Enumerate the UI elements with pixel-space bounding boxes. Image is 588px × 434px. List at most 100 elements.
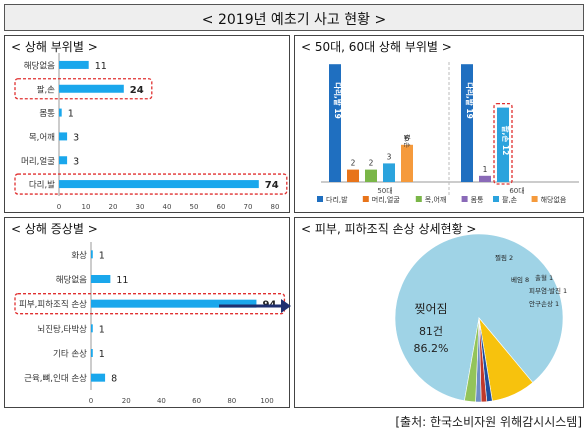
category-label: 머리,얼굴 [21, 156, 55, 167]
x-tick-label: 50 [190, 203, 199, 211]
data-label: 1 [99, 324, 105, 335]
data-label: 팔,손 12 [501, 126, 511, 156]
legend-label: 머리,얼굴 [372, 195, 401, 204]
data-label: 3 [387, 152, 392, 161]
bar [59, 108, 62, 117]
bar [91, 299, 257, 308]
legend-label: 목,어깨 [425, 195, 447, 204]
highlight-box [493, 102, 513, 185]
bar [479, 175, 491, 182]
bar [59, 180, 259, 189]
bar [59, 156, 68, 165]
data-label: 3 [73, 156, 79, 167]
pie-label: 베임 8 [511, 275, 529, 284]
x-tick-label: 60 [217, 203, 226, 211]
pie-value: 81건 [419, 325, 443, 338]
category-label: 근육,뼈,인대 손상 [24, 373, 87, 384]
category-label: 다리,발 [29, 180, 55, 191]
legend-label: 해당없음 [541, 195, 567, 204]
data-label: 24 [130, 85, 144, 96]
data-label: 11 [95, 61, 107, 72]
bar [91, 275, 111, 283]
chart-title: < 피부, 피하조직 손상 상세현황 > [301, 222, 477, 236]
bar [59, 132, 68, 141]
legend-label: 몸통 [471, 196, 484, 204]
data-label: 1 [99, 349, 105, 360]
legend-label: 다리,발 [326, 195, 348, 204]
data-label: 2 [369, 159, 374, 168]
body-part-chart: 해당없음 11 팔,손 24 몸통 1 목,어깨 3 머리,얼굴 3 다리,발 74 0 10 20 30 40… [14, 53, 288, 211]
x-tick-label: 20 [122, 397, 131, 405]
bar [59, 60, 89, 69]
x-tick-label: 30 [136, 203, 145, 211]
bar [91, 250, 93, 259]
arrow-head [281, 299, 291, 313]
x-tick-label: 80 [271, 203, 280, 211]
category-label: 목,어깨 [29, 132, 55, 143]
x-tick-label: 10 [82, 203, 91, 211]
highlight-box [14, 78, 153, 100]
pie-label: 안구손상 1 [529, 299, 559, 308]
data-label: 74 [265, 180, 279, 191]
bar [91, 349, 93, 357]
data-label: 6 [405, 134, 410, 143]
x-tick-label: 20 [109, 203, 118, 211]
category-label: 해당없음 [56, 275, 87, 286]
category-label: 뇌진탕,타박상 [37, 324, 87, 335]
x-tick-label: 0 [89, 397, 93, 405]
legend-label: 팔,손 [502, 195, 518, 204]
data-label: 11 [116, 275, 128, 286]
data-label: 2 [351, 159, 356, 168]
legend-swatch [493, 196, 499, 202]
category-label: 팔,손 [37, 84, 56, 95]
x-tick-label: 100 [260, 397, 273, 405]
x-tick-label: 0 [57, 203, 61, 211]
panel-age-body-part: < 50대, 60대 상해 부위별 > 다리,발 19 2 2 3 6 50대 다리,발 1… [294, 35, 584, 213]
bar [347, 169, 359, 182]
panel-skin-detail: < 피부, 피하조직 손상 상세현황 > 찢어짐 81건 86.2% 베임 8 출혈 1… [294, 217, 584, 408]
x-tick-label: 70 [244, 203, 253, 211]
group-label: 50대 [377, 187, 392, 195]
bar [383, 163, 395, 182]
x-tick-label: 60 [192, 397, 201, 405]
category-label: 화상 [71, 250, 87, 261]
category-label: 몸통 [39, 109, 55, 119]
category-label: 피부,피하조직 손상 [19, 299, 87, 310]
inner-label: 팔,손 [403, 134, 411, 148]
data-label: 다리,발 19 [333, 82, 343, 119]
x-tick-label: 80 [227, 397, 236, 405]
bar [365, 169, 377, 182]
skin-detail-chart: 찢어짐 81건 86.2% 베임 8 출혈 1 피부염·발진 1 안구손상 1 찔림 2 [394, 233, 567, 403]
data-label: 3 [73, 132, 79, 143]
legend-swatch [531, 196, 538, 202]
bar [59, 84, 124, 93]
data-label: 1 [68, 109, 74, 120]
bar [497, 107, 509, 182]
bar [91, 324, 93, 333]
pie-percent: 86.2% [414, 342, 449, 355]
bar [329, 64, 341, 182]
legend-swatch [461, 196, 468, 202]
data-label: 1 [99, 250, 105, 261]
data-label: 다리,발 19 [465, 82, 475, 119]
bar [91, 373, 106, 382]
chart-title: < 50대, 60대 상해 부위별 > [301, 40, 452, 54]
page-title: < 2019년 예초기 사고 현황 > [201, 12, 387, 28]
legend-swatch [362, 196, 369, 202]
chart-title: < 상해 증상별 > [11, 222, 98, 236]
source-note: [출처: 한국소비자원 위해감시시스템] [395, 415, 582, 429]
pie-slice [464, 317, 480, 403]
pie-label: 출혈 1 [535, 273, 553, 282]
panel-body-part: < 상해 부위별 > 해당없음 11 팔,손 24 몸통 1 목,어깨 3 머리,얼굴 3 다리,발… [4, 35, 290, 213]
highlight-box [14, 173, 288, 195]
legend-swatch [415, 196, 422, 202]
chart-title: < 상해 부위별 > [11, 40, 98, 54]
x-tick-label: 40 [163, 203, 172, 211]
pie-label: 피부염·발진 1 [529, 286, 567, 295]
bar [401, 144, 413, 182]
data-label: 1 [483, 165, 488, 174]
title-bar: < 2019년 예초기 사고 현황 > [4, 4, 584, 31]
